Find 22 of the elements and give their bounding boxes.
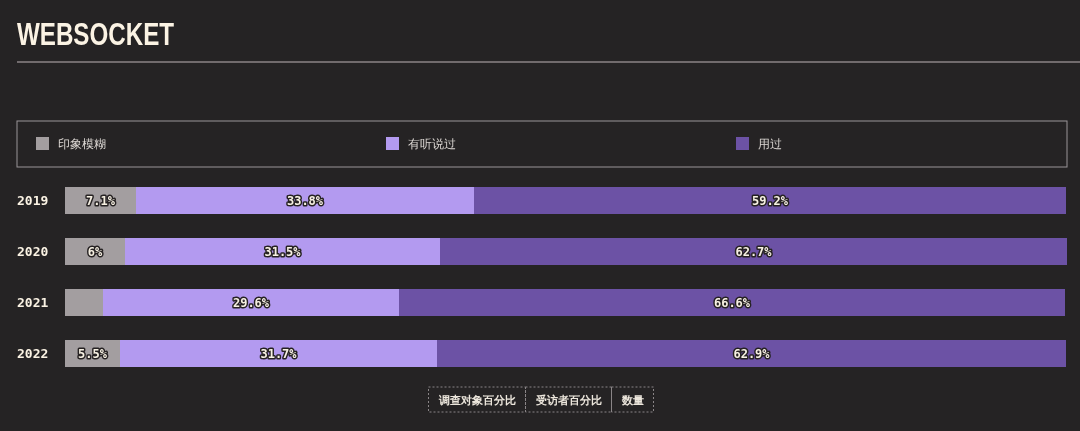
data-label: 62.7% xyxy=(735,244,772,259)
category-label: 2020 xyxy=(17,244,49,259)
annotation-button: 调查对象百分比 xyxy=(428,386,526,413)
data-label: 62.9% xyxy=(733,346,770,361)
legend-label: 印象模糊 xyxy=(58,137,106,151)
title: WEBSOCKET xyxy=(17,17,175,52)
category-label: 2019 xyxy=(17,193,49,208)
data-label: 7.1% xyxy=(86,193,115,208)
data-label: 5.5% xyxy=(78,346,107,361)
data-label: 29.6% xyxy=(232,295,270,310)
annotation-button: 数量 xyxy=(611,386,654,413)
data-label: 59.2% xyxy=(751,193,789,208)
legend-label: 用过 xyxy=(758,137,782,151)
data-label: 6% xyxy=(87,244,103,259)
data-label: 31.7% xyxy=(260,346,297,361)
data-label: 33.8% xyxy=(286,193,324,208)
data-label: 31.5% xyxy=(264,244,301,259)
legend-label: 有听说过 xyxy=(408,137,456,151)
annotation-button: 受访者百分比 xyxy=(525,386,612,413)
category-label: 2021 xyxy=(17,295,49,310)
category-label: 2022 xyxy=(17,346,49,361)
data-label: 66.6% xyxy=(713,295,751,310)
